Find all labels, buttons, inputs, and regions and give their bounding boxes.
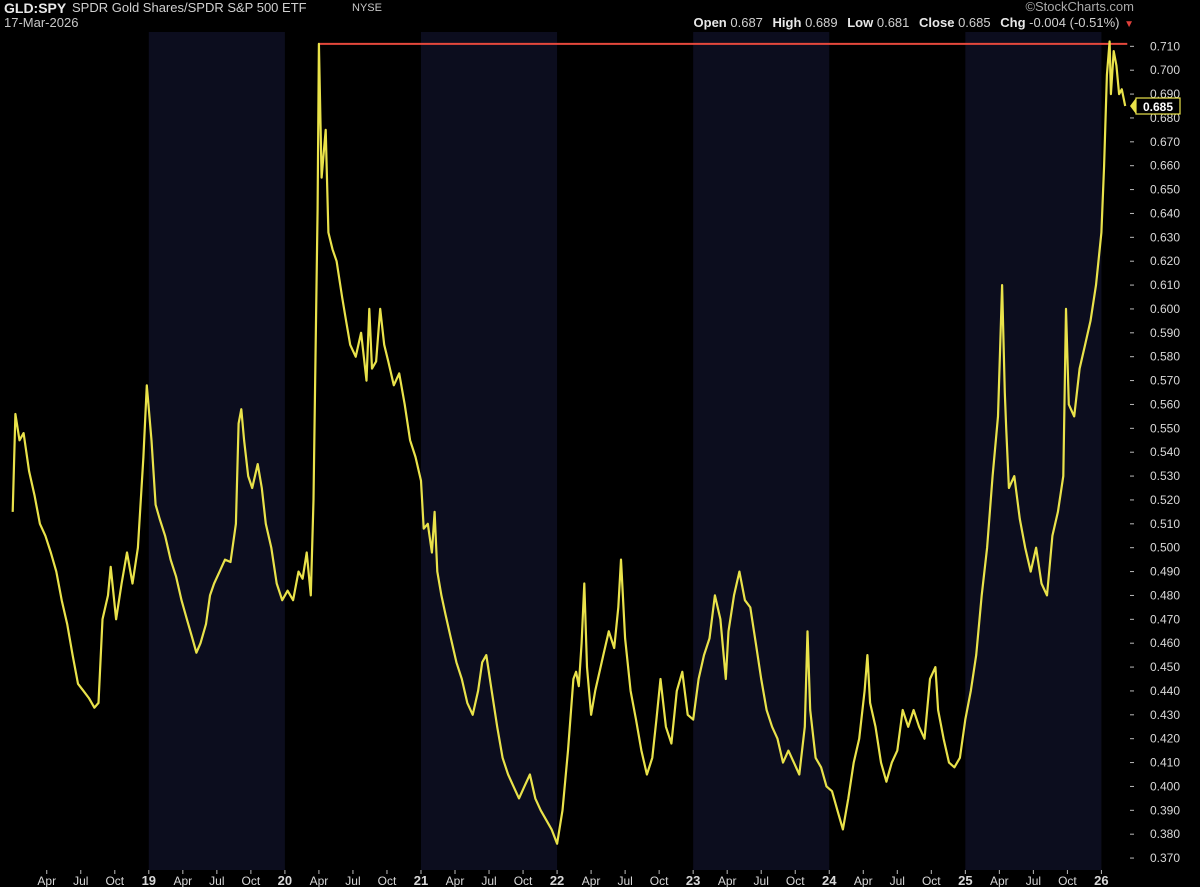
year-band-2	[693, 32, 830, 870]
y-tick-label: 0.580	[1150, 350, 1180, 364]
x-tick-label: Oct	[1058, 874, 1077, 887]
y-tick-label: 0.520	[1150, 493, 1180, 507]
y-tick-label: 0.700	[1150, 63, 1180, 77]
series-layer	[11, 40, 1128, 845]
x-tick-label: Apr	[854, 874, 873, 887]
x-tick-label: 22	[550, 873, 564, 887]
x-tick-label: 19	[142, 873, 156, 887]
chg-label: Chg	[1000, 15, 1026, 30]
high-label: High	[772, 15, 802, 30]
chart-header: GLD:SPY SPDR Gold Shares/SPDR S&P 500 ET…	[0, 0, 1200, 32]
year-band-3	[965, 32, 1102, 870]
close-label: Close	[919, 15, 955, 30]
y-tick-label: 0.470	[1150, 612, 1180, 626]
ohlc-readout: Open 0.687 High 0.689 Low 0.681 Close 0.…	[694, 15, 1134, 30]
high-value: 0.689	[805, 15, 838, 30]
y-tick-label: 0.600	[1150, 302, 1180, 316]
x-tick-label: Jul	[890, 874, 905, 887]
last-value-box	[1135, 97, 1181, 115]
y-tick-label: 0.370	[1150, 851, 1180, 865]
x-tick-label: Jul	[617, 874, 632, 887]
price-series-line	[11, 40, 1127, 845]
low-label: Low	[847, 15, 874, 30]
x-tick-label: 23	[686, 873, 700, 887]
y-tick-label: 0.630	[1150, 230, 1180, 244]
y-tick-label: 0.400	[1150, 779, 1180, 793]
y-tick-label: 0.490	[1150, 565, 1180, 579]
x-tick-label: Jul	[754, 874, 769, 887]
chg-down-arrow-icon: ▼	[1124, 19, 1134, 30]
x-tick-label: Oct	[650, 874, 669, 887]
x-tick-label: Apr	[718, 874, 737, 887]
y-tick-label: 0.530	[1150, 469, 1180, 483]
last-value-label: 0.685	[1143, 100, 1173, 114]
x-tick-label: Oct	[514, 874, 533, 887]
y-tick-label: 0.650	[1150, 183, 1180, 197]
y-tick-label: 0.450	[1150, 660, 1180, 674]
x-tick-label: Oct	[922, 874, 941, 887]
y-tick-label: 0.610	[1150, 278, 1180, 292]
low-value: 0.681	[876, 15, 910, 30]
y-tick-label: 0.560	[1150, 397, 1180, 411]
x-tick-label: Jul	[1026, 874, 1041, 887]
y-tick-label: 0.440	[1150, 684, 1180, 698]
year-bands	[148, 32, 1102, 870]
y-tick-label: 0.430	[1150, 708, 1180, 722]
x-tick-label: Apr	[446, 874, 465, 887]
x-tick-label: 26	[1094, 873, 1108, 887]
x-tick-label: Apr	[582, 874, 601, 887]
y-tick-label: 0.670	[1150, 135, 1180, 149]
open-label: Open	[693, 15, 727, 30]
x-tick-label: Apr	[990, 874, 1009, 887]
last-value-pointer-icon	[1130, 98, 1136, 115]
x-tick-label: Apr	[37, 874, 56, 887]
y-tick-label: 0.540	[1150, 445, 1180, 459]
exchange-label: NYSE	[352, 2, 382, 14]
y-tick-label: 0.460	[1150, 636, 1180, 650]
y-tick-label: 0.620	[1150, 254, 1180, 268]
y-tick-label: 0.590	[1150, 326, 1180, 340]
x-tick-label: 20	[278, 873, 292, 887]
close-value: 0.685	[958, 15, 991, 30]
y-tick-label: 0.390	[1150, 803, 1180, 817]
y-tick-label: 0.640	[1150, 206, 1180, 220]
x-tick-label: 21	[414, 873, 428, 887]
y-tick-label: 0.480	[1150, 588, 1180, 602]
stockcharts-watermark: ©StockCharts.com	[1025, 0, 1134, 14]
y-axis: 0.370 0.380 0.390 0.400 0.410 0.420 0.430 0.440…	[1130, 39, 1180, 865]
symbol-label[interactable]: GLD:SPY	[4, 0, 67, 16]
x-axis: Apr Jul Oct 19 Apr Jul Oct 20 Apr Jul Oct 21 Apr Jul O…	[37, 870, 1109, 887]
y-tick-label: 0.570	[1150, 374, 1180, 388]
x-tick-label: Jul	[209, 874, 224, 887]
year-band-0	[148, 32, 285, 870]
chart-date: 17-Mar-2026	[4, 15, 79, 30]
last-value-label-group: 0.685	[1130, 97, 1181, 115]
y-tick-label: 0.500	[1150, 541, 1180, 555]
y-tick-label: 0.420	[1150, 732, 1180, 746]
x-tick-label: Oct	[786, 874, 805, 887]
y-tick-label: 0.410	[1150, 756, 1180, 770]
x-tick-label: Oct	[378, 874, 397, 887]
open-value: 0.687	[730, 15, 763, 30]
x-tick-label: Jul	[481, 874, 496, 887]
x-tick-label: 25	[958, 873, 972, 887]
x-tick-label: Oct	[242, 874, 261, 887]
x-tick-label: Apr	[310, 874, 329, 887]
x-tick-label: Jul	[345, 874, 360, 887]
x-tick-label: 24	[822, 873, 837, 887]
x-tick-label: Apr	[173, 874, 192, 887]
x-tick-label: Jul	[73, 874, 88, 887]
y-tick-label: 0.380	[1150, 827, 1180, 841]
year-band-1	[420, 32, 558, 870]
y-tick-label: 0.510	[1150, 517, 1180, 531]
y-tick-label: 0.550	[1150, 421, 1180, 435]
chg-value: -0.004 (-0.51%)	[1029, 15, 1120, 30]
y-tick-label: 0.660	[1150, 159, 1180, 173]
x-tick-label: Oct	[105, 874, 124, 887]
y-tick-label: 0.710	[1150, 39, 1180, 53]
symbol-description: SPDR Gold Shares/SPDR S&P 500 ETF	[72, 0, 307, 15]
